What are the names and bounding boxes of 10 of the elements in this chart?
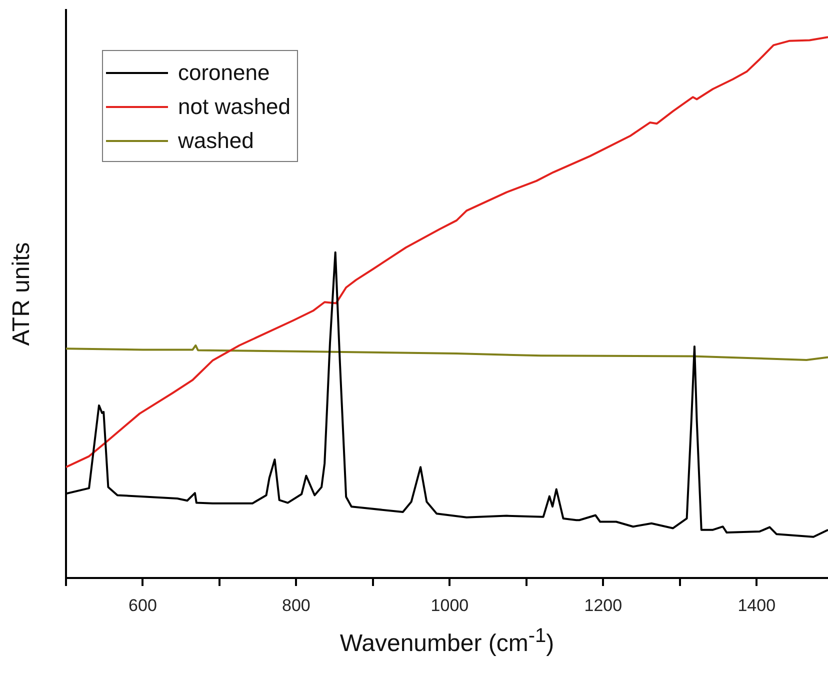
x-axis-title: Wavenumber (cm$^{-1}$) (338, 625, 556, 658)
legend-label: not washed (178, 93, 291, 121)
x-tick-label: 1200 (584, 596, 622, 615)
x-tick-label: 1400 (738, 596, 776, 615)
x-tick-label: 1000 (430, 596, 469, 615)
legend-label: coronene (178, 59, 270, 87)
legend-label: washed (178, 127, 254, 155)
x-tick-label: 600 (128, 596, 157, 615)
y-axis-title: ATR units (8, 242, 36, 346)
x-tick-label: 800 (282, 596, 310, 615)
